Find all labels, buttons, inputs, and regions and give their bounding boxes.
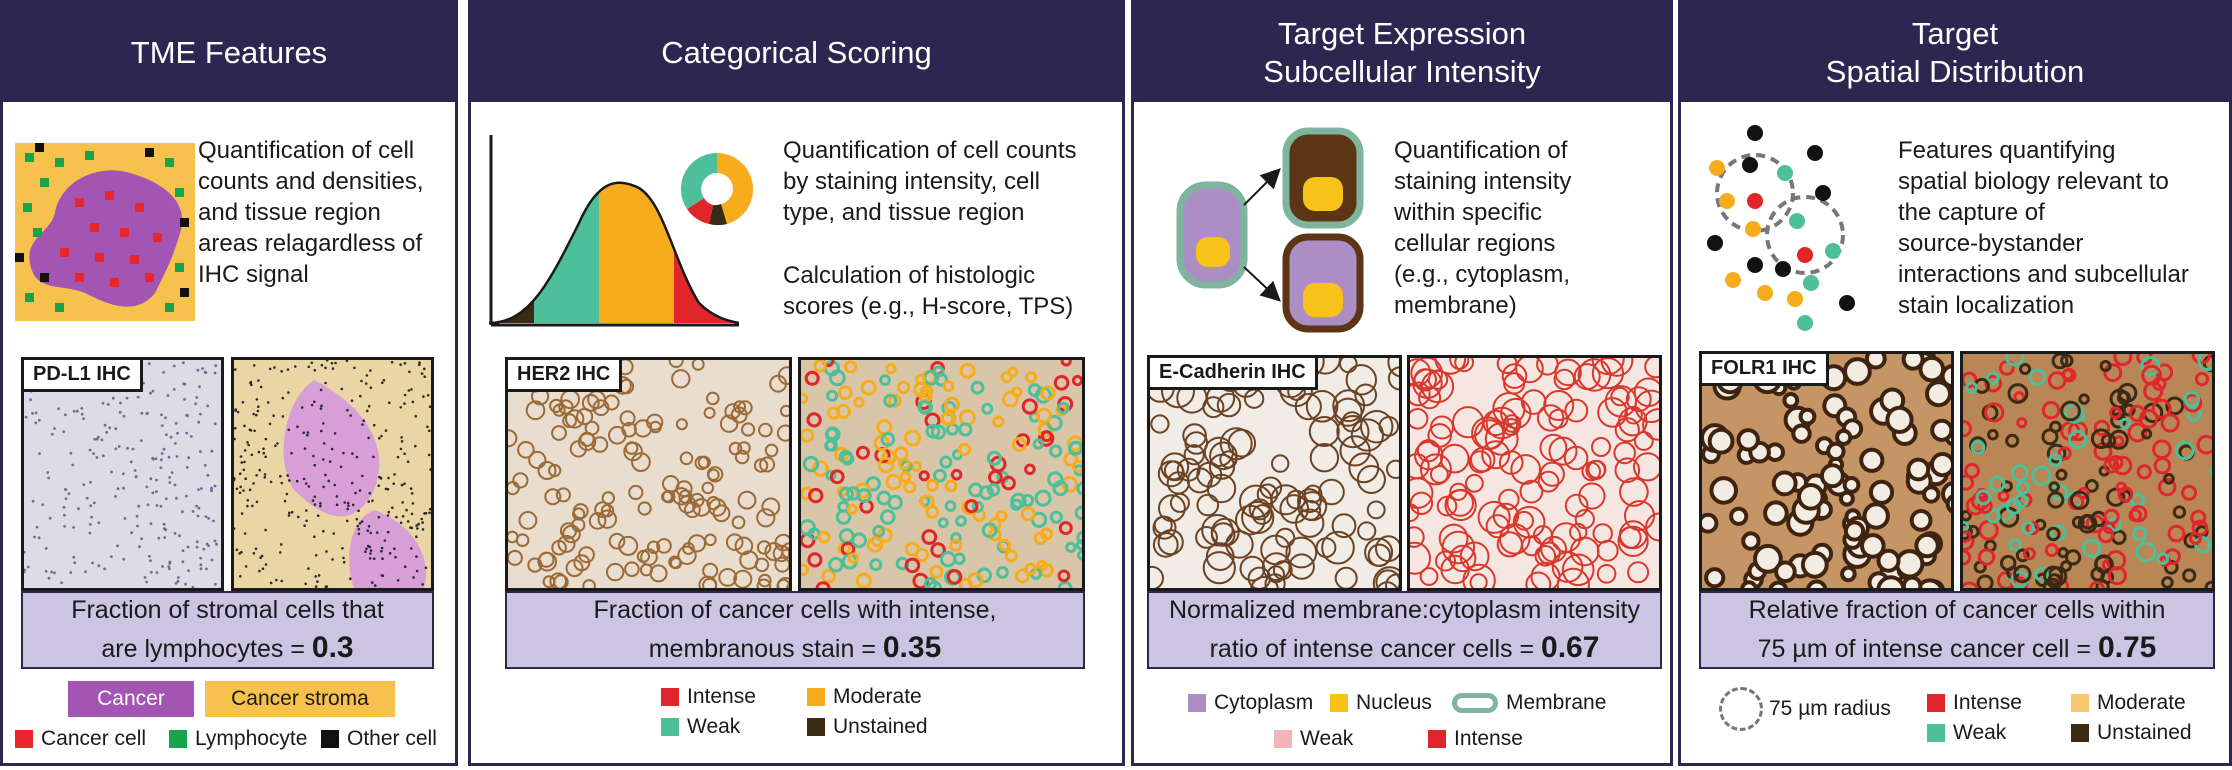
swatch-icon (1927, 694, 1945, 712)
legend-moderate: Moderate (2071, 691, 2186, 715)
tissue-texture (24, 360, 221, 588)
metric-value: 0.75 (2097, 631, 2157, 664)
stain-tag: HER2 IHC (508, 360, 623, 392)
metric-box: Relative fraction of cancer cells within… (1699, 591, 2215, 669)
panel-description: Quantification of cell counts by stainin… (783, 137, 1077, 226)
metric-value: 0.3 (311, 631, 354, 664)
panel-header: TME Features (3, 3, 455, 102)
metric-box: Normalized membrane:cytoplasm intensity … (1147, 591, 1662, 669)
tissue-texture (1150, 358, 1399, 588)
swatch-icon (2071, 724, 2089, 742)
panel-description-2: Calculation of histologic scores (e.g., … (783, 262, 1074, 320)
swatch-icon (1428, 730, 1446, 748)
segmentation-texture (234, 360, 431, 588)
legend-unstained: Unstained (2071, 721, 2192, 745)
segmentation-texture (1963, 354, 2212, 588)
swatch-icon (807, 688, 825, 706)
swatch-icon (321, 730, 339, 748)
panel-title: Categorical Scoring (661, 34, 932, 70)
panel-title-line-2: Spatial Distribution (1825, 53, 2085, 89)
legend-cancer-stroma: Cancer stroma (205, 681, 395, 717)
legend-moderate: Moderate (807, 685, 922, 709)
panel-title-line-2: Subcellular Intensity (1263, 53, 1541, 89)
panel-categorical-scoring: Categorical Scoring Quantification of ce… (468, 0, 1125, 766)
swatch-icon (2071, 694, 2089, 712)
ihc-image: FOLR1 IHC (1699, 351, 1954, 591)
panel-title: TME Features (130, 34, 328, 70)
ihc-image: PD-L1 IHC (21, 357, 224, 591)
legend-cancer-cell: Cancer cell (15, 727, 146, 751)
donut-chart-icon (680, 152, 754, 226)
stain-tag: PD-L1 IHC (24, 360, 143, 392)
legend-weak: Weak (1274, 727, 1353, 751)
swatch-icon (661, 688, 679, 706)
panel-header: Categorical Scoring (471, 3, 1122, 102)
swatch-icon (15, 730, 33, 748)
metric-box: Fraction of stromal cells that are lymph… (21, 591, 434, 669)
stain-tag: FOLR1 IHC (1702, 354, 1829, 386)
panel-title-line-1: Target (1911, 15, 1999, 51)
segmentation-image (1407, 355, 1662, 591)
panel-description: Quantification of staining intensity wit… (1394, 137, 1572, 319)
legend-other-cell: Other cell (321, 727, 437, 751)
panel-description: Quantification of cell counts and densit… (198, 137, 424, 288)
segmentation-image (1960, 351, 2215, 591)
metric-box: Fraction of cancer cells with intense, m… (505, 591, 1085, 669)
segmentation-texture (801, 360, 1082, 588)
legend-nucleus: Nucleus (1330, 691, 1432, 715)
panel-tme-features: TME Features Quantification of cell coun… (0, 0, 458, 766)
swatch-icon (1927, 724, 1945, 742)
metric-value: 0.35 (882, 631, 942, 664)
segmentation-image (798, 357, 1085, 591)
tissue-texture (508, 360, 789, 588)
legend-unstained: Unstained (807, 715, 928, 739)
dashed-circle-icon (1719, 687, 1763, 731)
tme-schematic-icon (15, 143, 195, 321)
panel-header: Target Spatial Distribution (1681, 3, 2229, 102)
segmentation-texture (1410, 358, 1659, 588)
legend-intense: Intense (1927, 691, 2022, 715)
segmentation-image (231, 357, 434, 591)
panel-spatial-distribution: Target Spatial Distribution Features qua… (1678, 0, 2232, 766)
legend-lymphocyte: Lymphocyte (169, 727, 307, 751)
legend-cancer: Cancer (68, 681, 194, 717)
swatch-icon (661, 718, 679, 736)
swatch-icon (1274, 730, 1292, 748)
ihc-image: E-Cadherin IHC (1147, 355, 1402, 591)
legend-weak: Weak (661, 715, 740, 739)
panel-subcellular-intensity: Target Expression Subcellular Intensity … (1131, 0, 1673, 766)
panel-title-line-1: Target Expression (1277, 15, 1527, 51)
legend-weak: Weak (1927, 721, 2006, 745)
metric-value: 0.67 (1541, 631, 1600, 664)
legend-radius: 75 µm radius (1719, 685, 1891, 733)
legend-membrane: Membrane (1452, 691, 1606, 715)
tissue-texture (1702, 354, 1951, 588)
panel-description: Features quantifying spatial biology rel… (1898, 137, 2189, 319)
ihc-image: HER2 IHC (505, 357, 792, 591)
cell-compartments-icon (1176, 127, 1364, 333)
legend-cytoplasm: Cytoplasm (1188, 691, 1313, 715)
spatial-neighborhood-icon (1707, 125, 1855, 331)
legend-intense: Intense (1428, 727, 1523, 751)
swatch-icon (1330, 694, 1348, 712)
membrane-ring-icon (1452, 693, 1498, 713)
swatch-icon (807, 718, 825, 736)
legend-intense: Intense (661, 685, 756, 709)
stain-tag: E-Cadherin IHC (1150, 358, 1318, 390)
swatch-icon (1188, 694, 1206, 712)
panel-header: Target Expression Subcellular Intensity (1134, 3, 1670, 102)
swatch-icon (169, 730, 187, 748)
